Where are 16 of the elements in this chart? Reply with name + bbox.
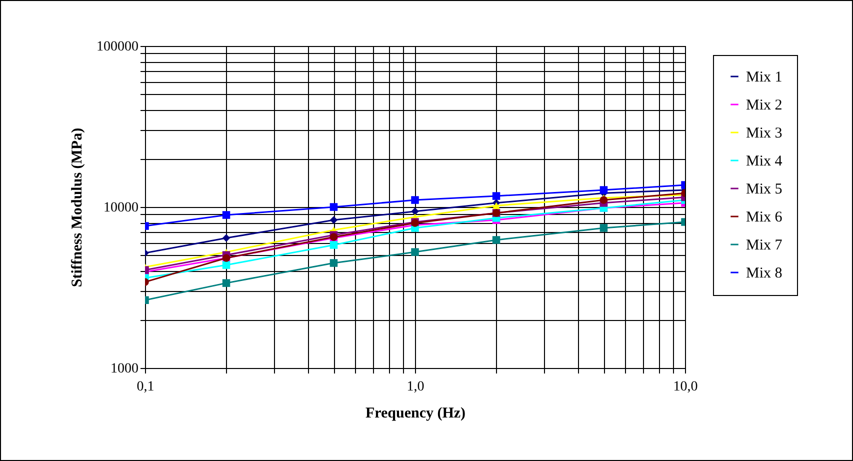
legend-label: Mix 8 [746,266,782,282]
x-axis-title: Frequency (Hz) [365,406,466,422]
legend-label: Mix 7 [746,238,783,254]
legend-label: Mix 4 [746,154,783,170]
x-tick-label: 0,1 [136,380,154,394]
y-tick-label: 10000 [104,200,138,216]
x-tick-label: 10,0 [673,380,698,394]
x-tick-label: 1,0 [406,380,424,394]
y-axis-title: Stiffness Modulus (MPa) [70,128,86,288]
legend-label: Mix 5 [746,182,782,198]
legend-label: Mix 2 [746,98,782,114]
legend-label: Mix 3 [746,126,782,142]
y-tick-label: 100000 [96,40,138,54]
legend-label: Mix 1 [746,70,782,86]
legend-label: Mix 6 [746,210,783,226]
y-tick-label: 1000 [110,362,138,376]
